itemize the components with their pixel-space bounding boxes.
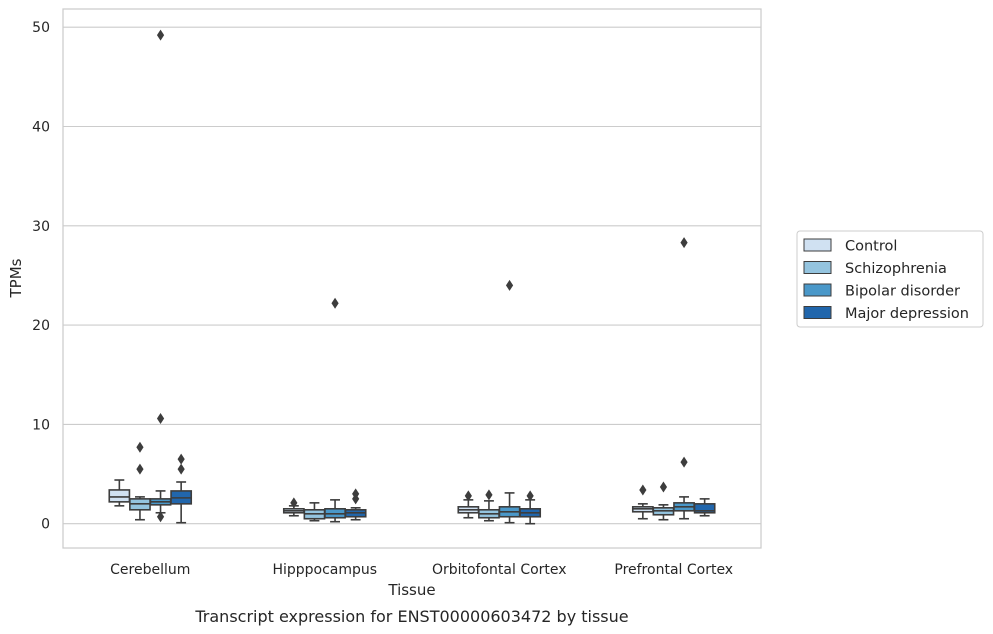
legend-label: Major depression bbox=[845, 306, 969, 322]
box-series bbox=[108, 29, 716, 525]
x-tick-labels: Cerebellum Hipppocampus Orbitofontal Corte… bbox=[110, 562, 733, 578]
series-major-depression bbox=[170, 453, 716, 525]
x-tick-label: Orbitofontal Cortex bbox=[432, 562, 567, 578]
y-axis-title: TPMs bbox=[7, 258, 25, 298]
x-axis-title: Tissue bbox=[387, 581, 435, 599]
outlier-point bbox=[177, 463, 185, 475]
box bbox=[693, 503, 716, 514]
legend-swatch bbox=[803, 283, 832, 297]
series-bipolar-disorder bbox=[149, 29, 695, 524]
y-tick-labels: 0 10 20 30 40 50 bbox=[32, 20, 50, 533]
outlier-point bbox=[177, 453, 185, 465]
outlier-point bbox=[505, 279, 514, 291]
y-tick-label: 40 bbox=[32, 120, 50, 136]
y-tick-label: 20 bbox=[32, 318, 50, 334]
outlier-point bbox=[156, 29, 165, 41]
outlier-point bbox=[485, 489, 493, 501]
outlier-point bbox=[156, 412, 165, 424]
x-tick-label: Cerebellum bbox=[110, 562, 190, 578]
outlier-point bbox=[526, 490, 534, 502]
legend-label: Schizophrenia bbox=[845, 261, 947, 277]
outlier-point bbox=[331, 297, 339, 309]
outlier-point bbox=[136, 463, 144, 475]
outlier-point bbox=[352, 488, 360, 500]
chart-caption: Transcript expression for ENST0000060347… bbox=[194, 607, 628, 626]
y-tick-label: 10 bbox=[32, 417, 50, 433]
y-tick-label: 0 bbox=[41, 517, 50, 533]
outlier-point bbox=[680, 456, 688, 468]
outlier-point bbox=[659, 481, 668, 493]
y-tick-label: 30 bbox=[32, 219, 50, 235]
y-tick-label: 50 bbox=[32, 20, 50, 36]
legend-swatch bbox=[803, 306, 832, 319]
outlier-point bbox=[136, 441, 144, 453]
outlier-point bbox=[464, 490, 472, 502]
legend-label: Bipolar disorder bbox=[845, 284, 960, 300]
outlier-point bbox=[639, 484, 647, 496]
legend: Control Schizophrenia Bipolar disorder Majo… bbox=[796, 230, 984, 328]
legend-frame bbox=[796, 230, 984, 328]
series-schizophrenia bbox=[129, 441, 675, 522]
outlier-point bbox=[156, 511, 165, 523]
plot-frame bbox=[62, 8, 762, 549]
outlier-point bbox=[290, 497, 298, 509]
x-tick-label: Hipppocampus bbox=[272, 562, 377, 578]
x-tick-label: Prefrontal Cortex bbox=[614, 562, 733, 578]
grid-lines bbox=[63, 26, 761, 525]
legend-swatch bbox=[803, 238, 832, 252]
box bbox=[108, 489, 131, 503]
legend-swatch bbox=[803, 261, 832, 274]
legend-label: Control bbox=[845, 239, 897, 255]
outlier-point bbox=[680, 237, 688, 249]
